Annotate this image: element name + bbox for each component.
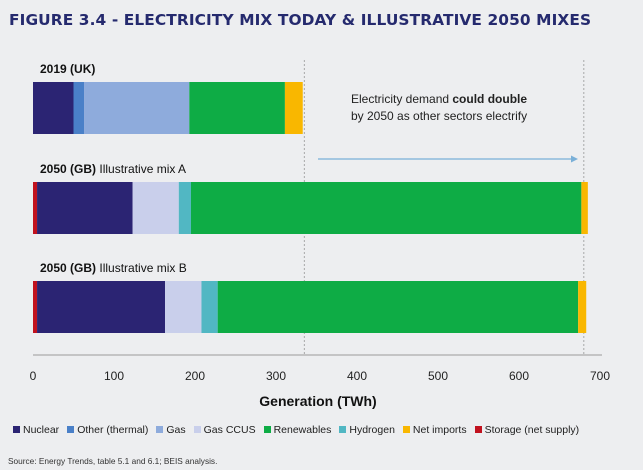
annotation: Electricity demand could double by 2050 … xyxy=(318,92,578,163)
legend-label: Renewables xyxy=(273,424,332,436)
legend-swatch xyxy=(156,426,164,433)
legend-swatch xyxy=(193,426,201,433)
legend-label: Hydrogen xyxy=(349,424,395,436)
legend-label: Gas xyxy=(166,424,186,436)
bars xyxy=(33,82,588,333)
x-axis-title: Generation (TWh) xyxy=(259,393,376,409)
legend-swatch xyxy=(474,426,482,433)
bar-segment-2-renewables xyxy=(217,281,579,333)
legend-item-nuclear: Nuclear xyxy=(13,424,59,436)
annotation-line-2: by 2050 as other sectors electrify xyxy=(351,109,527,123)
bar-segment-1-nuclear xyxy=(37,182,133,234)
bar-segment-1-gas-ccus xyxy=(132,182,179,234)
bar-segment-0-nuclear xyxy=(33,82,74,134)
legend-item-storage-net-supply-: Storage (net supply) xyxy=(474,424,580,436)
figure-title: FIGURE 3.4 - ELECTRICITY MIX TODAY & ILL… xyxy=(9,11,592,29)
legend-item-gas-ccus: Gas CCUS xyxy=(193,424,256,436)
x-tick-label-0: 0 xyxy=(30,369,37,383)
legend-item-hydrogen: Hydrogen xyxy=(339,424,395,436)
legend-label: Storage (net supply) xyxy=(484,424,580,436)
legend-swatch xyxy=(13,426,20,433)
x-tick-label-2: 200 xyxy=(185,369,205,383)
stacked-bar-chart: 2019 (UK) 2050 (GB) Illustrative mix A 205… xyxy=(30,60,610,409)
x-tick-label-4: 400 xyxy=(347,369,367,383)
category-labels: 2019 (UK) 2050 (GB) Illustrative mix A 205… xyxy=(40,62,187,275)
bar-segment-0-gas xyxy=(84,82,190,134)
bar-segment-2-gas-ccus xyxy=(165,281,202,333)
legend-item-net-imports: Net imports xyxy=(402,424,467,436)
bar-segment-1-storage-net-supply- xyxy=(33,182,38,234)
legend-label: Nuclear xyxy=(23,424,60,436)
category-label-0: 2019 (UK) xyxy=(40,62,95,76)
bar-segment-2-net-imports xyxy=(578,281,587,333)
x-tick-label-6: 600 xyxy=(509,369,529,383)
legend-swatch xyxy=(402,426,410,433)
x-axis: 0 100 200 300 400 500 600 700 Generation (TWh) xyxy=(30,354,610,409)
legend-swatch xyxy=(67,426,75,433)
bar-segment-1-net-imports xyxy=(581,182,588,234)
bar-segment-2-hydrogen xyxy=(201,281,218,333)
bar-segment-1-renewables xyxy=(190,182,582,234)
bar-segment-0-other-thermal- xyxy=(73,82,85,134)
bar-segment-0-renewables xyxy=(189,82,285,134)
legend-label: Gas CCUS xyxy=(203,424,256,436)
source-note: Source: Energy Trends, table 5.1 and 6.1… xyxy=(8,456,218,466)
bar-segment-1-hydrogen xyxy=(178,182,191,234)
x-tick-label-5: 500 xyxy=(428,369,448,383)
legend-item-gas: Gas xyxy=(156,424,186,436)
x-tick-label-7: 700 xyxy=(590,369,610,383)
legend-swatch xyxy=(339,426,347,433)
legend-label: Other (thermal) xyxy=(77,424,149,436)
bar-segment-2-nuclear xyxy=(37,281,166,333)
annotation-line-1: Electricity demand could double xyxy=(351,92,527,106)
legend-item-other-thermal-: Other (thermal) xyxy=(67,424,148,436)
legend-swatch xyxy=(263,426,271,433)
annotation-arrowhead xyxy=(571,155,578,163)
x-tick-label-3: 300 xyxy=(266,369,286,383)
legend-label: Net imports xyxy=(412,424,467,436)
x-tick-label-1: 100 xyxy=(104,369,124,383)
legend-item-renewables: Renewables xyxy=(263,424,332,436)
bar-segment-0-net-imports xyxy=(284,82,303,134)
legend: Nuclear Other (thermal) Gas Gas CCUS Renewab… xyxy=(13,424,587,436)
category-label-1: 2050 (GB) Illustrative mix A xyxy=(40,162,186,176)
category-label-2: 2050 (GB) Illustrative mix B xyxy=(40,261,187,275)
bar-segment-2-storage-net-supply- xyxy=(33,281,38,333)
